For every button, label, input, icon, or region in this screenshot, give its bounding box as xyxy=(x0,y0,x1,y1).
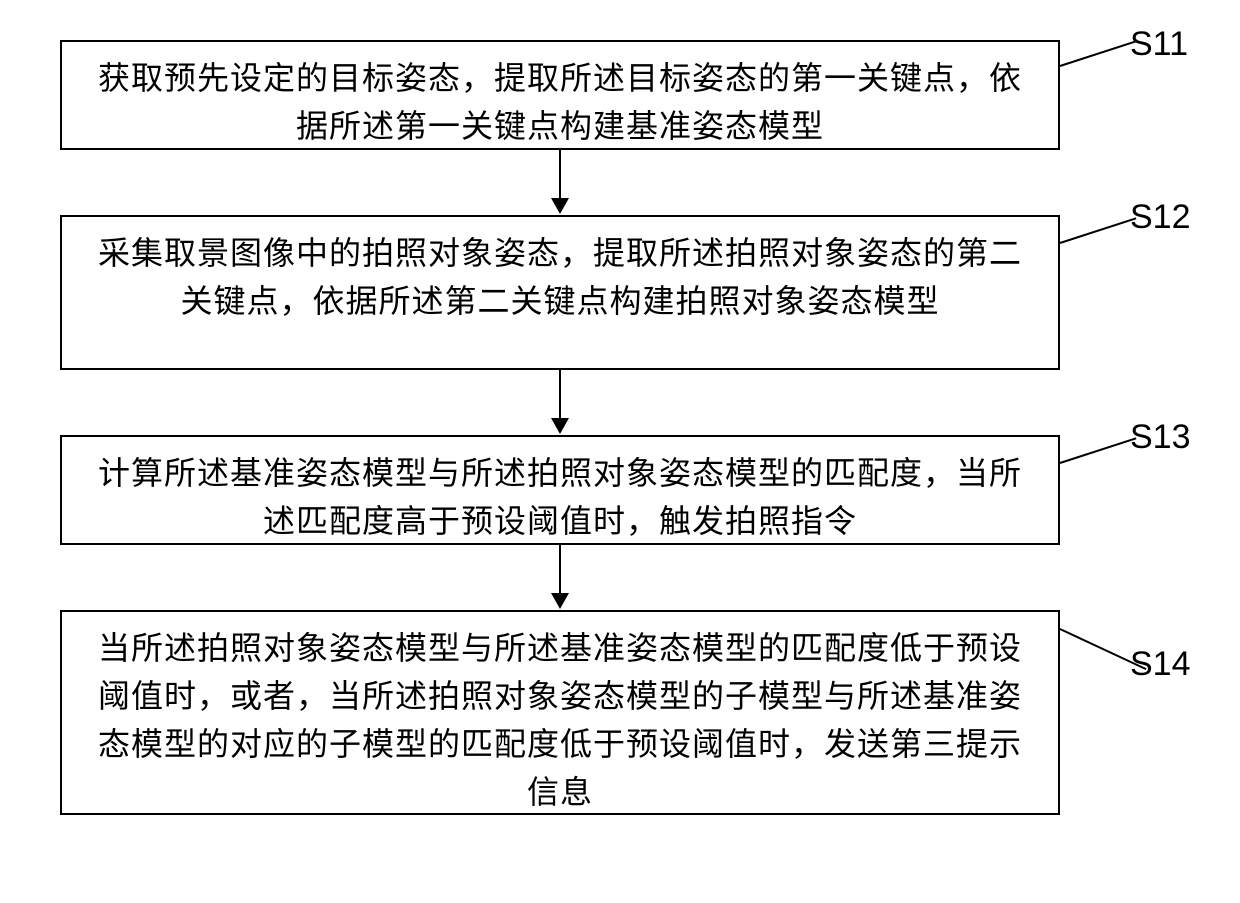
step-text: 采集取景图像中的拍照对象姿态，提取所述拍照对象姿态的第二关键点，依据所述第二关键… xyxy=(98,235,1022,319)
step-text: 获取预先设定的目标姿态，提取所述目标姿态的第一关键点，依据所述第一关键点构建基准… xyxy=(98,60,1022,144)
label-connector-s12 xyxy=(1060,217,1137,244)
step-label-s13: S13 xyxy=(1130,418,1191,457)
label-connector-s11 xyxy=(1060,40,1137,67)
arrowhead-s11-s12 xyxy=(551,198,569,214)
arrow-s12-s13 xyxy=(559,370,561,418)
step-text: 当所述拍照对象姿态模型与所述基准姿态模型的匹配度低于预设阈值时，或者，当所述拍照… xyxy=(98,630,1022,810)
step-label-s12: S12 xyxy=(1130,198,1191,237)
arrow-s13-s14 xyxy=(559,545,561,593)
flowchart-step-s11: 获取预先设定的目标姿态，提取所述目标姿态的第一关键点，依据所述第一关键点构建基准… xyxy=(60,40,1060,150)
flowchart-step-s12: 采集取景图像中的拍照对象姿态，提取所述拍照对象姿态的第二关键点，依据所述第二关键… xyxy=(60,215,1060,370)
step-label-s14: S14 xyxy=(1130,645,1191,684)
step-text: 计算所述基准姿态模型与所述拍照对象姿态模型的匹配度，当所述匹配度高于预设阈值时，… xyxy=(98,455,1022,539)
arrowhead-s13-s14 xyxy=(551,593,569,609)
arrow-s11-s12 xyxy=(559,150,561,198)
flowchart-step-s13: 计算所述基准姿态模型与所述拍照对象姿态模型的匹配度，当所述匹配度高于预设阈值时，… xyxy=(60,435,1060,545)
arrowhead-s12-s13 xyxy=(551,418,569,434)
flowchart-step-s14: 当所述拍照对象姿态模型与所述基准姿态模型的匹配度低于预设阈值时，或者，当所述拍照… xyxy=(60,610,1060,815)
label-connector-s13 xyxy=(1060,437,1137,464)
step-label-s11: S11 xyxy=(1130,25,1188,64)
